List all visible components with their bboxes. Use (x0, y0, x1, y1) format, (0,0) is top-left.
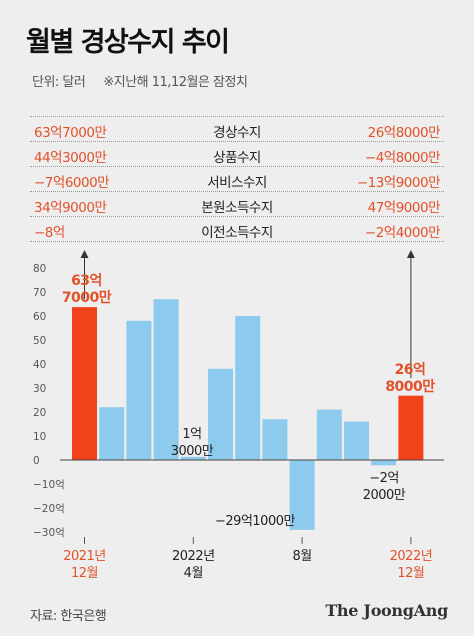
row-value-2021-12: 63억7000만 (34, 125, 107, 141)
x-tick-label: 2022년 (390, 549, 433, 564)
bar (344, 421, 369, 460)
bar (235, 316, 261, 460)
y-tick-label: 80 (33, 263, 46, 275)
bar (126, 320, 152, 460)
bar (208, 368, 233, 460)
bar (153, 299, 179, 460)
bar (180, 456, 206, 460)
bar (72, 307, 97, 460)
y-tick-label: 20 (33, 407, 46, 419)
table-row: 63억7000만 경상수지 26억8000만 (30, 116, 444, 142)
brand-logo: The JoongAng (325, 601, 448, 620)
bar (99, 407, 125, 460)
row-value-2021-12: −7억6000만 (34, 175, 110, 191)
data-label: 26억 (395, 362, 426, 378)
x-tick-label: 4월 (184, 566, 203, 581)
row-label: 서비스수지 (207, 175, 267, 191)
y-tick-label: 60 (33, 311, 46, 323)
arrow-head-icon (80, 250, 89, 258)
data-label: 8000만 (385, 379, 435, 395)
bar (262, 419, 288, 460)
table-row: −8억 이전소득수지 −2억4000만 (30, 217, 444, 242)
provisional-note: ※지난해 11,12월은 잠정치 (103, 75, 248, 90)
row-value-2022-12: 47억9000만 (367, 200, 441, 216)
y-tick-label: 40 (33, 359, 46, 371)
y-tick-label: 0 (33, 455, 40, 467)
y-tick-label: −10억 (33, 479, 65, 491)
data-label: 1억 (182, 427, 201, 442)
data-label: 63억 (71, 273, 102, 289)
row-value-2022-12: −2억4000만 (364, 225, 441, 241)
y-tick-label: 70 (33, 287, 46, 299)
summary-table: 63억7000만 경상수지 26억8000만 44억3000만 상품수지 −4억… (30, 116, 444, 242)
row-value-2021-12: −8억 (34, 225, 65, 241)
source-note: 자료: 한국은행 (30, 609, 107, 624)
row-value-2021-12: 44억3000만 (34, 150, 107, 166)
row-label: 이전소득수지 (201, 225, 273, 241)
y-tick-label: 10 (33, 431, 46, 443)
row-label: 상품수지 (213, 150, 261, 166)
y-tick-label: 50 (33, 335, 46, 347)
row-label: 본원소득수지 (201, 200, 273, 216)
x-tick-label: 12월 (71, 566, 98, 581)
bar (316, 409, 342, 460)
data-label: −2억 (369, 471, 399, 486)
row-value-2022-12: 26억8000만 (367, 125, 441, 141)
table-row: −7억6000만 서비스수지 −13억9000만 (30, 167, 444, 192)
y-tick-label: −30억 (33, 527, 65, 539)
x-tick-label: 8월 (292, 549, 311, 564)
y-tick-label: −20억 (33, 503, 65, 515)
subtitle: 단위: 달러 ※지난해 11,12월은 잠정치 (32, 71, 248, 90)
x-tick-label: 2021년 (63, 549, 106, 564)
bar (371, 460, 397, 466)
row-label: 경상수지 (213, 125, 261, 141)
row-value-2021-12: 34억9000만 (34, 200, 107, 216)
x-tick-label: 2022년 (172, 549, 215, 564)
page-title: 월별 경상수지 추이 (26, 27, 230, 58)
arrow-head-icon (406, 250, 415, 258)
data-label: 3000만 (171, 444, 214, 459)
x-tick-label: 12월 (397, 566, 424, 581)
row-value-2022-12: −13억9000만 (356, 175, 441, 191)
data-label: 2000만 (363, 488, 406, 503)
unit-label: 단위: 달러 (32, 75, 86, 90)
bar (289, 460, 315, 530)
data-label: 7000만 (62, 290, 112, 306)
bar (398, 395, 424, 460)
table-row: 44억3000만 상품수지 −4억8000만 (30, 142, 444, 167)
row-value-2022-12: −4억8000만 (364, 150, 441, 166)
data-label: −29억1000만 (215, 514, 295, 529)
table-row: 34억9000만 본원소득수지 47억9000만 (30, 192, 444, 217)
y-tick-label: 30 (33, 383, 46, 395)
